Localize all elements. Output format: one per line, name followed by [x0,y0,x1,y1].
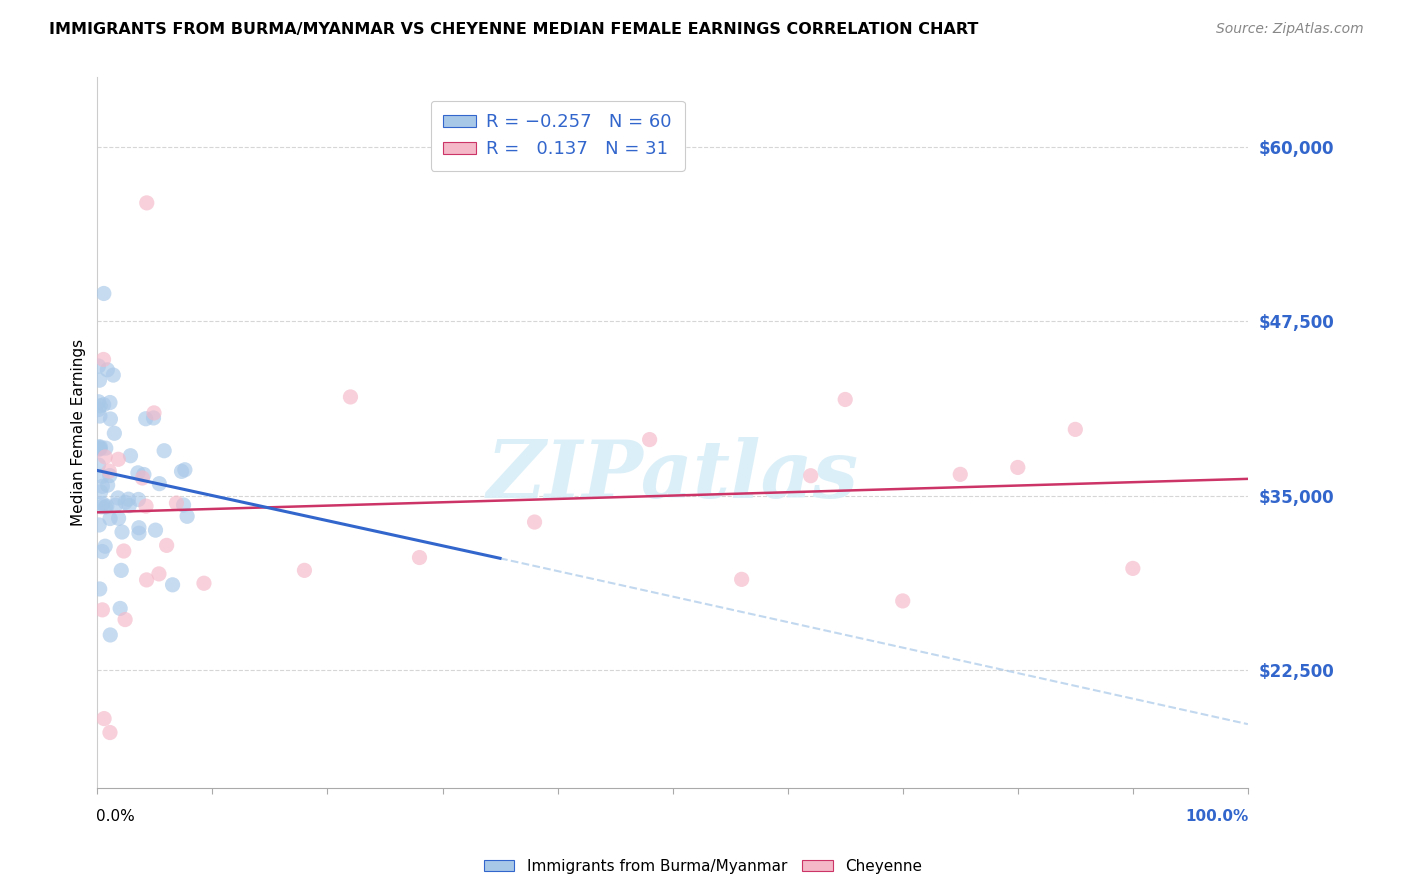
Point [100,412,122,426]
Point [148,476,170,491]
Point [89,518,111,533]
Point [162,578,184,592]
Point [90,500,112,514]
Point [89,441,111,455]
Point [89,442,111,456]
Point [153,443,176,458]
Point [148,566,170,581]
Point [193,576,215,591]
Point [111,524,134,539]
Point [107,452,129,467]
Point [93,398,115,412]
Point [89,373,111,387]
Point [107,511,129,525]
Point [127,492,149,507]
Point [87,394,110,409]
Point [104,498,127,512]
Point [90,484,112,499]
Point [89,399,111,413]
Point [173,498,195,512]
Point [118,499,141,513]
Point [107,491,129,505]
Point [294,563,316,577]
Point [89,582,111,596]
Point [91,479,114,493]
Point [98,628,121,642]
Point [131,471,153,485]
Point [87,359,110,373]
Point [114,613,136,627]
Text: 100.0%: 100.0% [1185,809,1249,824]
Point [110,563,132,577]
Point [103,368,125,383]
Point [94,500,117,514]
Point [145,523,167,537]
Point [135,411,157,425]
Point [135,195,157,210]
Legend: R = −0.257   N = 60, R =   0.137   N = 31: R = −0.257 N = 60, R = 0.137 N = 31 [430,101,685,171]
Point [408,550,430,565]
Point [112,544,135,558]
Point [339,390,361,404]
Point [1007,460,1029,475]
Point [135,499,157,513]
Point [1064,422,1087,436]
Text: 0.0%: 0.0% [96,809,135,824]
Point [94,441,117,455]
Point [1122,561,1144,575]
Point [128,521,150,535]
Point [176,509,198,524]
Point [523,515,546,529]
Text: IMMIGRANTS FROM BURMA/MYANMAR VS CHEYENNE MEDIAN FEMALE EARNINGS CORRELATION CHA: IMMIGRANTS FROM BURMA/MYANMAR VS CHEYENN… [49,22,979,37]
Point [120,449,142,463]
Point [89,440,111,454]
Point [94,450,117,464]
Point [96,499,118,513]
Y-axis label: Median Female Earnings: Median Female Earnings [72,339,86,526]
Point [891,594,914,608]
Point [98,395,121,409]
Point [98,464,121,478]
Point [87,440,110,454]
Point [128,526,150,541]
Point [132,467,155,482]
Point [170,464,193,478]
Point [730,572,752,586]
Point [800,468,823,483]
Point [117,492,139,507]
Point [87,458,110,472]
Point [114,495,136,509]
Point [91,603,114,617]
Point [638,433,661,447]
Point [94,539,117,553]
Point [103,426,125,441]
Point [98,725,121,739]
Point [87,402,110,417]
Point [166,496,188,510]
Point [135,573,157,587]
Point [97,478,120,492]
Point [108,601,131,615]
Point [89,409,111,423]
Point [91,469,114,483]
Point [98,511,121,525]
Point [143,406,166,420]
Point [142,411,165,425]
Point [87,442,110,456]
Point [949,467,972,482]
Point [156,538,179,552]
Text: ZIPatlas: ZIPatlas [486,437,859,515]
Point [127,466,149,480]
Point [98,468,121,483]
Text: Source: ZipAtlas.com: Source: ZipAtlas.com [1216,22,1364,37]
Point [173,463,195,477]
Point [93,712,115,726]
Point [96,363,118,377]
Point [93,286,115,301]
Legend: Immigrants from Burma/Myanmar, Cheyenne: Immigrants from Burma/Myanmar, Cheyenne [478,853,928,880]
Point [91,544,114,558]
Point [93,352,115,367]
Point [91,497,114,511]
Point [834,392,856,407]
